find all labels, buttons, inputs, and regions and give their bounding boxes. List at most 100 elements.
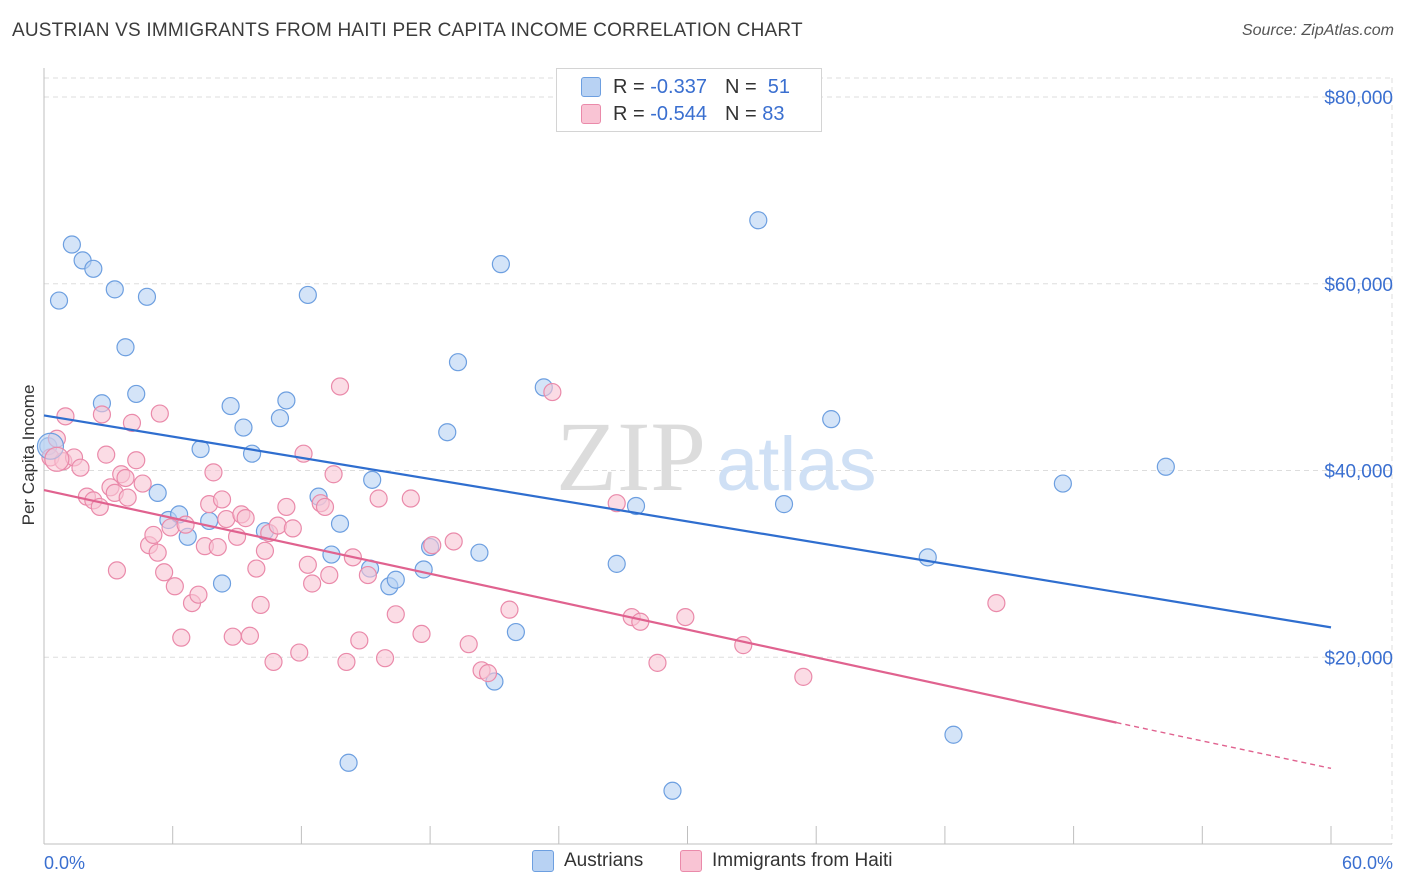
gridlines: [44, 77, 1393, 844]
legend-label-austrians: Austrians: [564, 850, 644, 871]
haiti-point: [794, 667, 813, 686]
y-tick-label: $40,000: [1324, 462, 1393, 483]
haiti-point: [350, 631, 369, 650]
austrians-point: [438, 423, 457, 442]
austrians-point: [822, 410, 841, 429]
haiti-point: [118, 488, 137, 507]
haiti-point: [734, 636, 753, 655]
haiti-point: [56, 407, 75, 426]
haiti-trend-extension: [1116, 721, 1332, 770]
y-axis-title: Per Capita Income: [19, 385, 38, 526]
legend-n-label: N =: [724, 75, 757, 98]
austrians-point: [221, 396, 240, 416]
legend-row-haiti: R = -0.544 N = 83: [581, 102, 784, 126]
trend-lines: [43, 414, 1332, 770]
austrians-point: [944, 725, 963, 744]
austrians-point: [774, 495, 794, 514]
austrians-point: [270, 409, 290, 428]
austrians-point: [84, 259, 103, 278]
y-tick-label: $20,000: [1324, 648, 1393, 669]
haiti-point: [358, 565, 377, 585]
legend-n-label: N =: [724, 102, 757, 125]
haiti-point: [150, 404, 169, 423]
austrians-point: [386, 570, 405, 589]
haiti-point: [255, 541, 275, 560]
austrians-point: [414, 560, 433, 579]
haiti-point: [303, 574, 322, 593]
austrians-point: [116, 338, 135, 357]
austrians-point: [148, 483, 167, 503]
austrians-point: [330, 514, 350, 533]
haiti-point: [320, 565, 339, 585]
haiti-point: [223, 627, 242, 646]
chart-title: AUSTRIAN VS IMMIGRANTS FROM HAITI PER CA…: [12, 20, 803, 41]
legend-r-value: -0.337: [650, 75, 707, 98]
haiti-point: [478, 664, 498, 683]
haiti-point: [648, 653, 667, 672]
haiti-point: [133, 474, 152, 493]
legend-swatch-haiti: [581, 104, 601, 124]
x-tick-label: 60.0%: [1342, 853, 1393, 873]
austrians-point: [506, 622, 526, 642]
haiti-point: [217, 509, 236, 529]
haiti-point: [290, 643, 309, 662]
austrians-point: [663, 781, 682, 800]
haiti-point: [172, 628, 191, 647]
austrians-point: [448, 353, 468, 372]
data-points: [36, 211, 1175, 800]
x-tick-label: 0.0%: [44, 853, 85, 873]
haiti-point: [423, 536, 442, 555]
haiti-point: [369, 489, 388, 508]
haiti-point: [212, 490, 232, 509]
legend-n-value: 83: [762, 102, 785, 125]
austrians-point: [49, 291, 69, 310]
austrians-point: [1156, 457, 1175, 476]
haiti-point: [116, 468, 135, 488]
haiti-point: [444, 532, 463, 551]
haiti-point: [324, 465, 343, 484]
legend-swatch-austrians: [532, 850, 554, 872]
austrians-point: [212, 574, 232, 593]
haiti-trend-line: [43, 489, 1117, 724]
haiti-point: [204, 463, 223, 482]
austrians-point: [127, 384, 146, 404]
haiti-point: [268, 516, 287, 535]
legend-label-haiti: Immigrants from Haiti: [712, 850, 893, 871]
austrians-point: [234, 418, 253, 437]
haiti-point-cluster: [44, 446, 70, 472]
haiti-point: [375, 649, 395, 668]
haiti-point: [127, 451, 146, 470]
haiti-point: [459, 635, 478, 654]
austrians-point: [339, 753, 358, 772]
haiti-point: [148, 543, 167, 562]
haiti-point: [92, 405, 112, 424]
austrians-point: [1053, 474, 1072, 493]
haiti-point: [240, 626, 260, 645]
haiti-point: [676, 607, 695, 627]
haiti-point: [264, 652, 283, 672]
haiti-point: [165, 577, 184, 596]
haiti-point: [236, 509, 255, 528]
source-label: Source: ZipAtlas.com: [1241, 22, 1394, 39]
haiti-point: [247, 559, 266, 578]
haiti-point: [315, 497, 335, 517]
haiti-point: [337, 652, 356, 672]
haiti-point: [155, 563, 174, 582]
haiti-point: [208, 537, 227, 557]
haiti-point: [189, 585, 208, 604]
haiti-point: [122, 413, 142, 432]
haiti-point: [401, 489, 420, 508]
haiti-point: [144, 525, 163, 545]
austrians-point: [749, 211, 768, 230]
series-legend: Austrians Immigrants from Haiti: [0, 850, 1406, 878]
haiti-point: [71, 458, 90, 477]
austrians-point: [918, 548, 937, 567]
watermark-zip: ZIP: [556, 401, 706, 512]
austrians-trend-line: [43, 414, 1332, 629]
y-tick-label: $60,000: [1324, 275, 1393, 296]
legend-n-value: 51: [767, 75, 791, 98]
haiti-point: [107, 561, 127, 580]
austrians-point: [105, 280, 124, 299]
austrians-point: [363, 470, 382, 489]
